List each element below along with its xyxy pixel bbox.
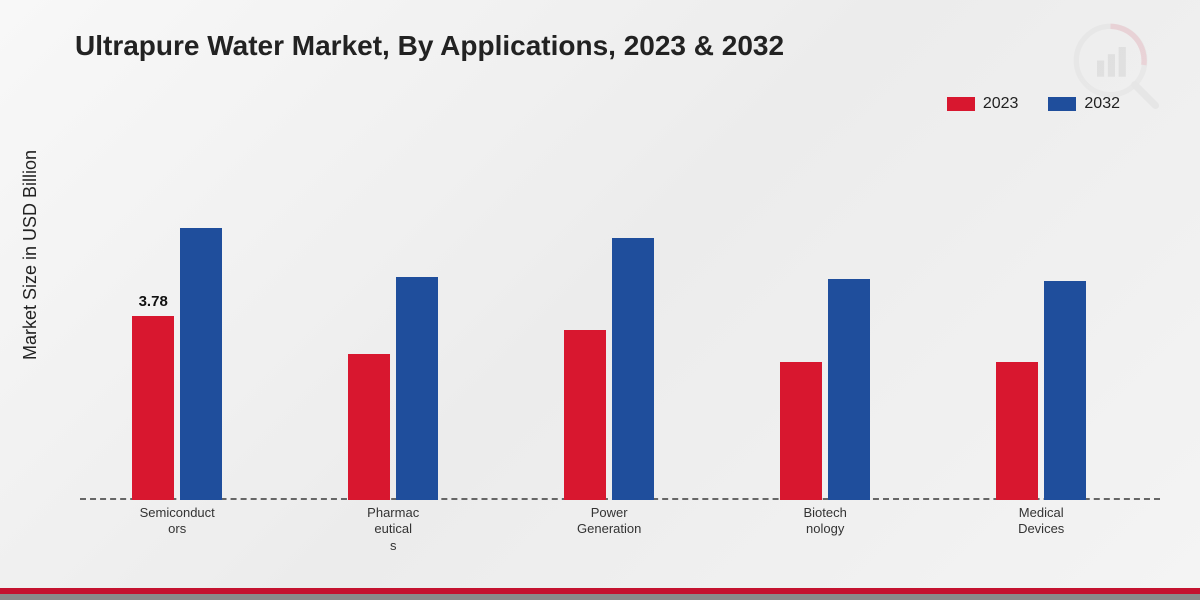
- bar: [828, 279, 870, 500]
- bar: [396, 277, 438, 500]
- bar: [564, 330, 606, 500]
- legend-label-2023: 2023: [983, 95, 1019, 113]
- bar: [1044, 281, 1086, 500]
- legend-item-2032: 2032: [1048, 95, 1120, 113]
- bar: [996, 362, 1038, 500]
- bar: [132, 316, 174, 500]
- x-tick-label: Pharmac eutical s: [338, 505, 448, 554]
- footer-accent: [0, 588, 1200, 600]
- bar-chart: 3.78: [80, 160, 1160, 500]
- y-axis-label: Market Size in USD Billion: [20, 150, 41, 360]
- x-tick-label: Biotech nology: [770, 505, 880, 538]
- legend-swatch-2023: [947, 97, 975, 111]
- bar: [348, 354, 390, 500]
- x-tick-label: Power Generation: [554, 505, 664, 538]
- bar-group: [564, 238, 654, 500]
- bar: [780, 362, 822, 500]
- bar: [180, 228, 222, 500]
- legend: 2023 2032: [947, 95, 1120, 113]
- legend-swatch-2032: [1048, 97, 1076, 111]
- bar: [612, 238, 654, 500]
- legend-label-2032: 2032: [1084, 95, 1120, 113]
- x-tick-label: Semiconduct ors: [122, 505, 232, 538]
- bar-group: [996, 281, 1086, 500]
- legend-item-2023: 2023: [947, 95, 1019, 113]
- x-tick-label: Medical Devices: [986, 505, 1096, 538]
- bar-group: [132, 228, 222, 500]
- bar-group: [348, 277, 438, 500]
- chart-title: Ultrapure Water Market, By Applications,…: [75, 30, 784, 62]
- bar-group: [780, 279, 870, 500]
